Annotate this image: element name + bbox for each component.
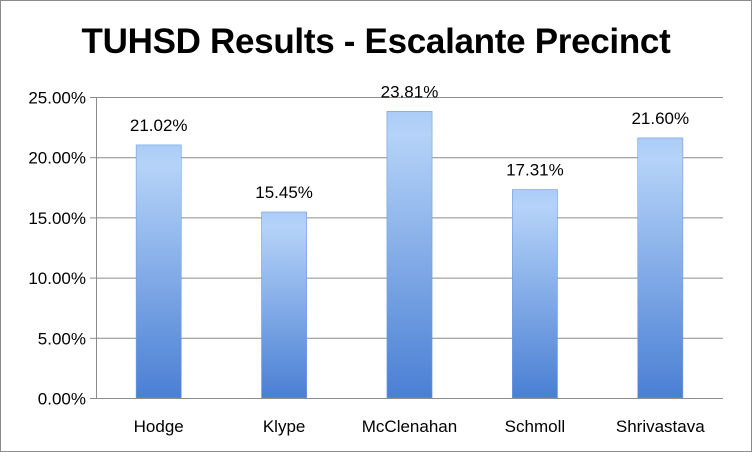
bar <box>135 144 182 399</box>
y-tick-label: 25.00% <box>28 89 86 108</box>
bar <box>637 137 684 399</box>
x-tick-label: Hodge <box>134 417 184 436</box>
axes <box>90 97 723 399</box>
data-label: 21.02% <box>130 116 188 135</box>
data-label: 21.60% <box>631 109 689 128</box>
bar <box>512 189 558 399</box>
bar <box>261 211 307 399</box>
x-tick-label: Schmoll <box>505 417 565 436</box>
chart-title: TUHSD Results - Escalante Precinct <box>81 22 671 61</box>
data-label: 23.81% <box>381 82 439 101</box>
bars <box>135 111 684 399</box>
y-tick-label: 20.00% <box>28 149 86 168</box>
data-label: 15.45% <box>255 183 313 202</box>
y-tick-label: 0.00% <box>38 390 86 409</box>
bar <box>386 111 433 399</box>
y-tick-label: 15.00% <box>28 209 86 228</box>
x-tick-label: Shrivastava <box>616 417 705 436</box>
x-tick-label: Klype <box>263 417 306 436</box>
labels: 0.00% 5.00% 10.00% 15.00% 20.00% 25.00% 21.02%… <box>28 82 705 436</box>
x-tick-label: McClenahan <box>362 417 457 436</box>
y-tick-label: 10.00% <box>28 269 86 288</box>
data-label: 17.31% <box>506 161 564 180</box>
y-tick-label: 5.00% <box>38 329 86 348</box>
